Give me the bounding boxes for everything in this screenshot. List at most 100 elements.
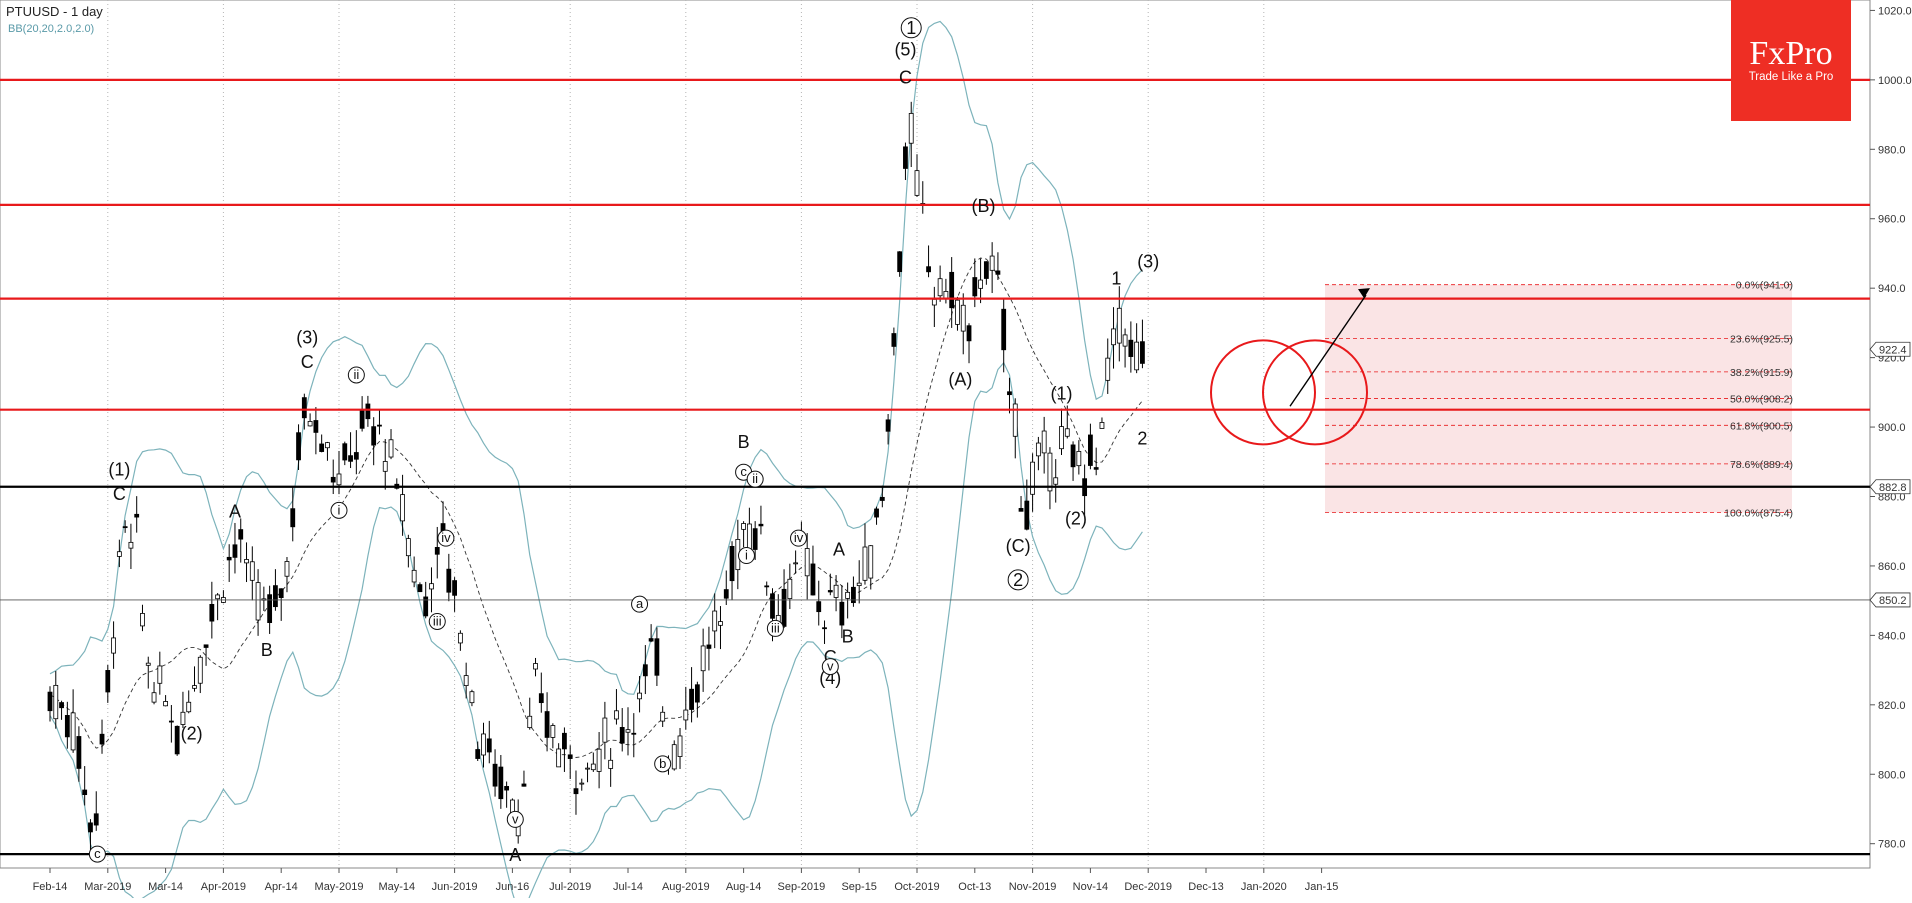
candle-body [903, 146, 908, 169]
candle-body [1099, 422, 1105, 429]
candle-body [301, 397, 307, 419]
y-tick-label: 800.0 [1878, 769, 1906, 781]
circled-wave-label: 1 [906, 18, 916, 38]
candle-body [868, 545, 874, 579]
candle-body [388, 439, 394, 458]
wave-circle [437, 529, 455, 547]
wave-circle [737, 547, 755, 565]
circled-wave-label: 2 [1013, 570, 1023, 590]
candle-body [382, 461, 388, 472]
price-tag-label: 850.2 [1879, 595, 1907, 607]
fib-level-label: 50.0%(908.2) [1730, 394, 1793, 406]
candle-body [145, 662, 151, 666]
x-tick-label: Mar-14 [148, 881, 183, 893]
candle-body [498, 766, 504, 800]
candle-body [429, 583, 434, 590]
candle-body [371, 426, 377, 446]
candle-body [348, 455, 353, 462]
candle-body [76, 736, 82, 769]
candle-body [764, 585, 770, 588]
candle-body [931, 298, 937, 306]
candle-body [1059, 426, 1064, 450]
wave-label: (1) [1051, 383, 1073, 403]
candle-body [1053, 477, 1059, 485]
y-tick-label: 820.0 [1878, 700, 1906, 712]
candle-body [475, 749, 481, 759]
candle-body [99, 733, 105, 745]
candle-body [608, 759, 614, 769]
candle-body [694, 684, 700, 703]
circled-wave-label: ii [353, 367, 359, 382]
fib-level-label: 100.0%(875.4) [1724, 507, 1793, 519]
candle-body [879, 496, 885, 501]
wave-circle [766, 619, 784, 637]
candle-body [891, 333, 897, 347]
candle-body [290, 508, 296, 528]
y-tick-label: 1000.0 [1878, 75, 1912, 87]
price-tag [1869, 592, 1911, 608]
candle-body [908, 113, 914, 144]
candle-body [521, 783, 527, 787]
candle-body [1047, 452, 1053, 492]
indicator-label: BB(20,20,2.0,2.0) [8, 23, 94, 35]
candle-body [729, 546, 735, 582]
candle-body [226, 556, 232, 561]
y-tick-label: 960.0 [1878, 214, 1906, 226]
candle-body [1024, 500, 1030, 530]
candle-body [573, 788, 579, 795]
fxpro-logo[interactable]: FxPro Trade Like a Pro [1731, 0, 1851, 121]
candle-body [457, 632, 463, 644]
candle-body [469, 691, 475, 704]
candle-body [781, 588, 787, 627]
annotations: (1)C(2)AB(3)C(4)CBAB(5)C(B)(A)(C)(1)(2)1… [88, 17, 1370, 865]
candle-body [914, 170, 920, 196]
candle-body [712, 610, 718, 632]
candle-body [1070, 444, 1076, 468]
candle-body [105, 670, 111, 693]
logo-background [1731, 0, 1851, 121]
wave-label: A [833, 540, 845, 560]
candle-body [168, 720, 174, 723]
candle-body [700, 645, 706, 672]
candle-body [192, 685, 197, 689]
candle-body [960, 304, 966, 332]
candle-body [82, 789, 88, 796]
x-tick-label: Jul-2019 [549, 881, 591, 893]
candle-body [596, 748, 602, 772]
fib-level-label: 61.8%(900.5) [1730, 420, 1793, 432]
candle-body [648, 638, 654, 642]
wave-circle [821, 658, 839, 676]
candle-body [151, 692, 157, 703]
candle-body [116, 551, 122, 557]
bollinger-upper [49, 20, 1143, 695]
candle-body [284, 561, 290, 577]
x-tick-label: Oct-2019 [894, 881, 939, 893]
candle-body [434, 547, 440, 555]
candle-body [232, 544, 238, 558]
candle-body [504, 786, 510, 791]
x-tick-label: Apr-2019 [201, 881, 246, 893]
wave-circle [428, 612, 446, 630]
y-tick-label: 940.0 [1878, 283, 1906, 295]
candle-body [64, 715, 70, 738]
candle-body [1018, 508, 1024, 512]
wave-label: (A) [948, 369, 972, 389]
wave-circle [1007, 569, 1029, 591]
wave-circle [330, 501, 348, 519]
fib-level-label: 38.2%(915.9) [1730, 367, 1793, 379]
candle-body [718, 621, 723, 626]
x-tick-label: Feb-14 [33, 881, 68, 893]
wave-label: 1 [1111, 269, 1121, 289]
x-tick-label: Sep-15 [841, 881, 876, 893]
x-tick-label: Mar-2019 [84, 881, 131, 893]
wave-label: A [229, 501, 241, 521]
x-tick-label: Sep-2019 [778, 881, 826, 893]
wave-label: B [842, 626, 854, 646]
candle-body [53, 684, 59, 720]
wave-label: (2) [1065, 508, 1087, 528]
y-tick-label: 980.0 [1878, 144, 1906, 156]
wave-label: B [261, 640, 273, 660]
candle-body [723, 589, 729, 599]
wave-circle [506, 810, 524, 828]
